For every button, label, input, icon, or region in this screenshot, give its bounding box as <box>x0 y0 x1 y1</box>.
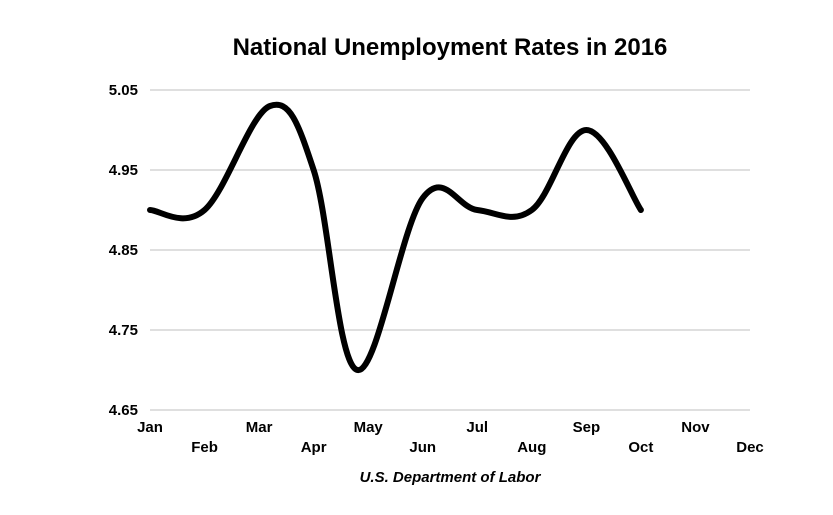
x-tick-label: Jun <box>409 439 436 456</box>
x-tick-label: Sep <box>573 419 601 436</box>
y-tick-label: 4.85 <box>109 242 138 259</box>
x-tick-label: Aug <box>517 439 546 456</box>
x-tick-label: Jan <box>137 419 163 436</box>
y-tick-label: 4.65 <box>109 402 138 419</box>
x-tick-label: Dec <box>736 439 764 456</box>
x-tick-label: Nov <box>681 419 710 436</box>
x-tick-label: Mar <box>246 419 273 436</box>
chart-container: National Unemployment Rates in 2016 4.65 4… <box>0 0 833 515</box>
x-tick-label: Jul <box>466 419 488 436</box>
y-tick-label: 4.95 <box>109 162 138 179</box>
x-tick-label: Feb <box>191 439 218 456</box>
chart-svg: National Unemployment Rates in 2016 4.65 4… <box>0 0 833 515</box>
x-tick-label: Apr <box>301 439 327 456</box>
y-tick-label: 4.75 <box>109 322 138 339</box>
y-tick-label: 5.05 <box>109 82 138 99</box>
x-tick-label: May <box>354 419 384 436</box>
chart-caption: U.S. Department of Labor <box>360 469 542 486</box>
x-tick-label: Oct <box>628 439 653 456</box>
chart-title: National Unemployment Rates in 2016 <box>233 34 668 61</box>
